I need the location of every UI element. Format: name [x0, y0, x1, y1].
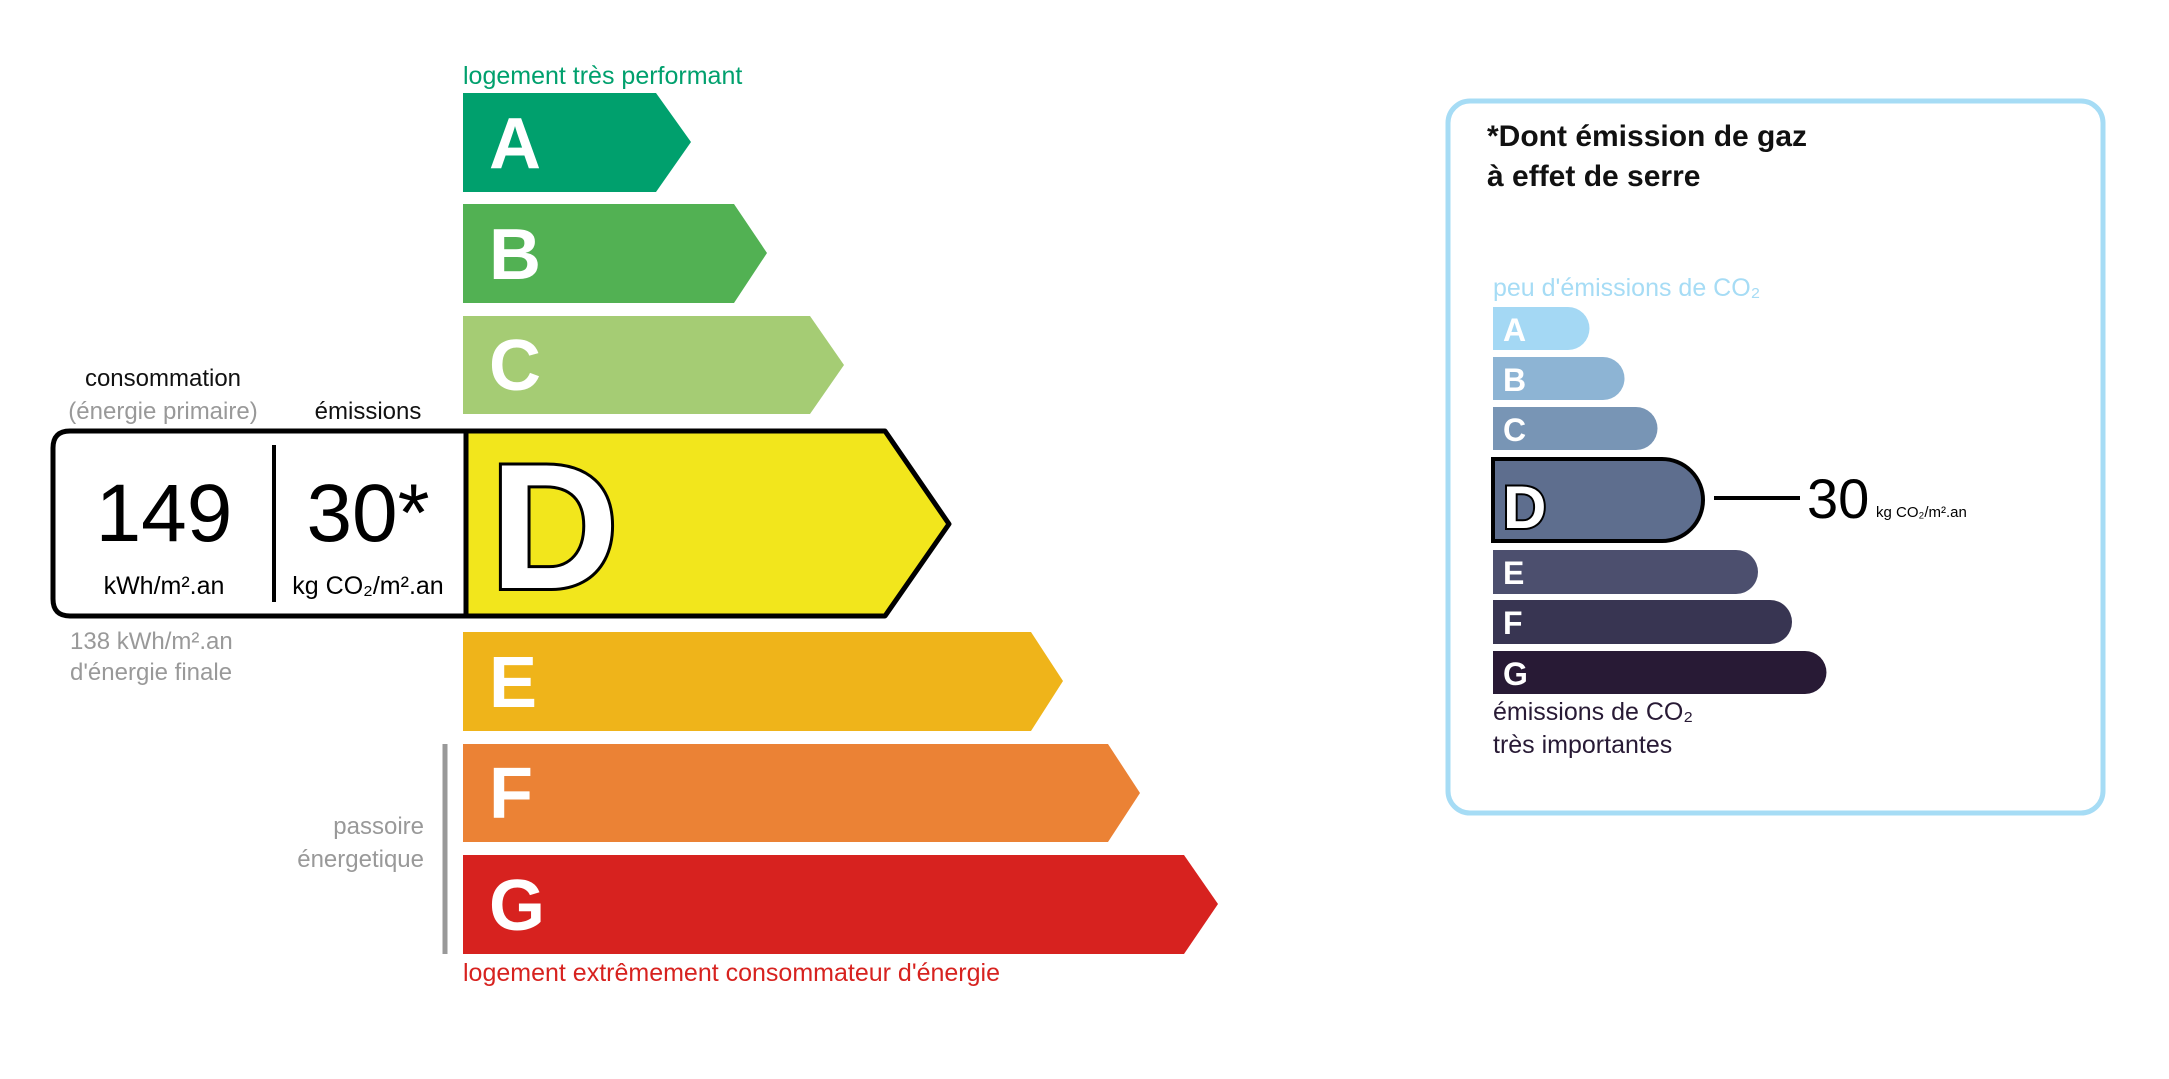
ges-class-g: G — [1493, 651, 1827, 694]
class-bar-b — [463, 204, 767, 303]
ges-bar-c — [1493, 407, 1658, 450]
ges-class-e: E — [1493, 550, 1758, 594]
energy-class-c: C — [463, 316, 844, 414]
energy-class-f: F — [463, 744, 1140, 842]
values-box — [50, 428, 469, 619]
class-bar-a — [463, 93, 691, 192]
energy-class-b: B — [463, 204, 767, 303]
final-energy-line1: 138 kWh/m².an — [70, 628, 233, 655]
energy-class-d-current: 149 kWh/m².an 30* kg CO₂/m².an D — [50, 424, 952, 629]
ges-bar-g — [1493, 651, 1827, 694]
top-label: logement très performant — [463, 62, 742, 90]
class-letter-a: A — [489, 104, 541, 184]
ges-bar-f — [1493, 600, 1792, 644]
ges-letter-f: F — [1503, 605, 1523, 641]
ges-bar-b — [1493, 357, 1625, 400]
ges-bottom-line2: très importantes — [1493, 731, 1672, 759]
energy-class-a: A — [463, 93, 691, 192]
ges-bar-e — [1493, 550, 1758, 594]
class-letter-d: D — [490, 427, 619, 626]
class-letter-e: E — [489, 643, 537, 723]
ges-unit: kg CO₂/m².an — [1876, 504, 1967, 521]
class-letter-b: B — [489, 215, 541, 295]
consumption-subheader: (énergie primaire) — [68, 398, 257, 425]
passoire-line1: passoire — [333, 813, 424, 840]
consumption-unit: kWh/m².an — [104, 572, 225, 600]
class-letter-c: C — [489, 326, 541, 406]
ges-title-line1: *Dont émission de gaz — [1487, 120, 1807, 153]
passoire-line2: énergetique — [297, 846, 424, 873]
final-energy-line2: d'énergie finale — [70, 659, 232, 686]
ges-class-c: C — [1493, 407, 1658, 450]
emissions-unit: kg CO₂/m².an — [292, 572, 443, 600]
energy-class-e: E — [463, 632, 1063, 731]
ges-class-f: F — [1493, 600, 1792, 644]
ges-bottom-line1: émissions de CO₂ — [1493, 698, 1693, 726]
ges-value: 30 — [1807, 467, 1869, 530]
ges-bar-d — [1491, 457, 1705, 543]
ges-bar-a — [1493, 307, 1590, 350]
ges-class-a: A — [1493, 307, 1590, 350]
ges-class-b: B — [1493, 357, 1625, 400]
class-bar-e — [463, 632, 1063, 731]
ges-letter-d: D — [1503, 474, 1546, 541]
ges-letter-c: C — [1503, 412, 1526, 448]
class-letter-g: G — [489, 866, 545, 946]
ges-letter-b: B — [1503, 362, 1526, 398]
class-bar-f — [463, 744, 1140, 842]
ges-top-label: peu d'émissions de CO₂ — [1493, 274, 1760, 302]
class-bar-g — [463, 855, 1218, 954]
ges-letter-a: A — [1503, 312, 1526, 348]
emissions-value: 30* — [306, 468, 429, 559]
ges-letter-g: G — [1503, 656, 1528, 692]
consumption-header: consommation — [85, 365, 241, 392]
bottom-label: logement extrêmement consommateur d'éner… — [463, 959, 1000, 987]
emissions-header: émissions — [315, 398, 422, 425]
ges-letter-e: E — [1503, 555, 1524, 591]
class-bar-c — [463, 316, 844, 414]
ges-title-line2: à effet de serre — [1487, 160, 1700, 193]
consumption-value: 149 — [96, 468, 233, 559]
energy-class-g: G — [463, 855, 1218, 954]
class-letter-f: F — [489, 754, 533, 834]
ges-panel: *Dont émission de gaz à effet de serre p… — [1445, 98, 2106, 816]
ges-class-d-current: D 30 kg CO₂/m².an — [1491, 457, 1967, 543]
